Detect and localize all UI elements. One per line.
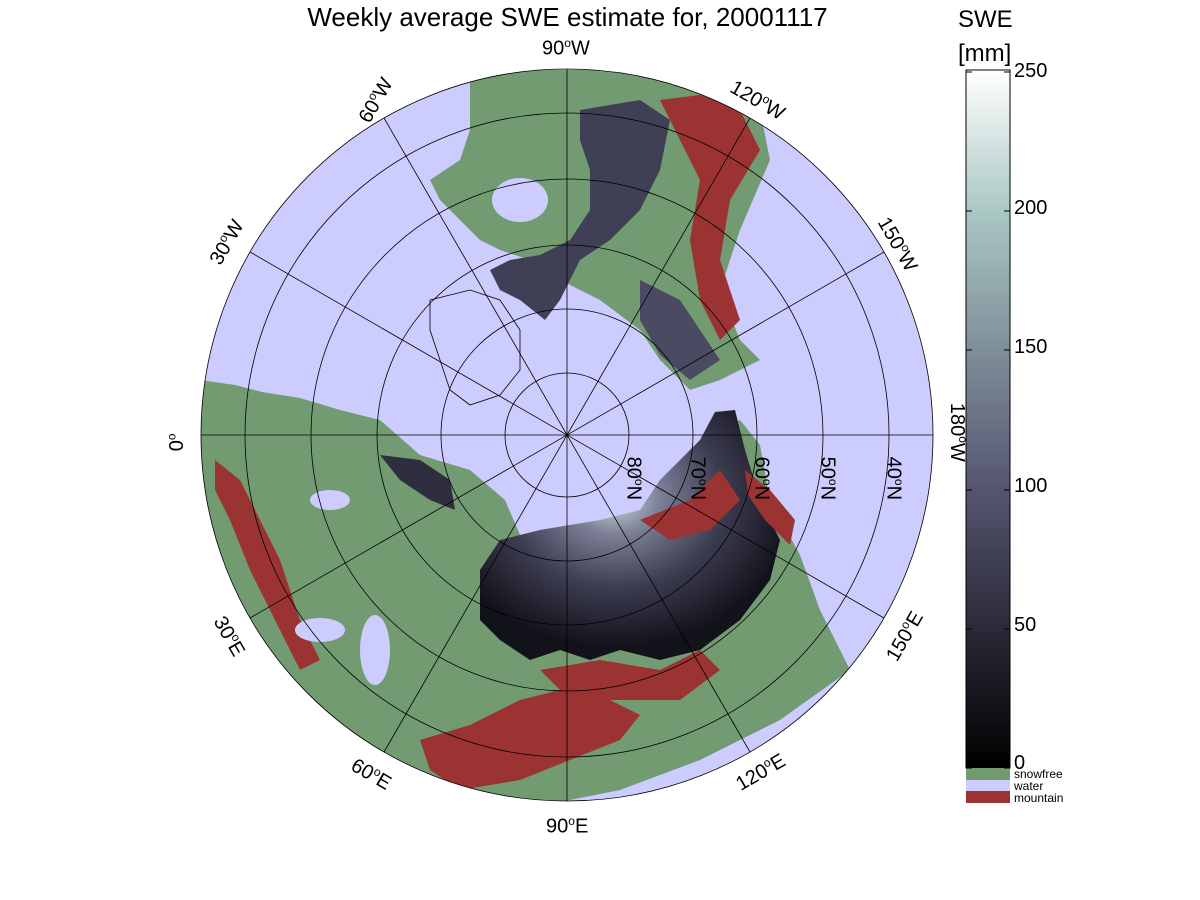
map-title: Weekly average SWE estimate for, 2000111… bbox=[307, 2, 828, 32]
kamchatka-mountains bbox=[745, 470, 795, 545]
lat-label-80N: 80oN bbox=[622, 456, 647, 501]
lat-label-40N: 40oN bbox=[882, 456, 907, 501]
caspian-sea bbox=[360, 615, 390, 685]
land-masses bbox=[201, 70, 850, 801]
european-mountains bbox=[215, 460, 320, 670]
colorbar-unit: [mm] bbox=[958, 40, 1012, 67]
colorbar-tick-150: 150 bbox=[1014, 336, 1048, 358]
lon-label-90W: 90oW bbox=[542, 36, 590, 60]
colorbar-tick-250: 250 bbox=[1014, 60, 1048, 82]
colorbar-ticks bbox=[966, 71, 1010, 769]
siberia-snow bbox=[480, 410, 780, 660]
legend-mountain: mountain bbox=[1014, 791, 1064, 805]
graticule bbox=[200, 68, 934, 802]
colorbar-snowfree-swatch bbox=[966, 768, 1010, 780]
black-sea bbox=[295, 618, 345, 642]
legend-snowfree: snowfree bbox=[1014, 767, 1063, 781]
colorbar-mountain-swatch bbox=[966, 791, 1010, 803]
colorbar-tick-0: 0 bbox=[1014, 752, 1026, 774]
hudson-bay bbox=[492, 178, 548, 222]
meridian-150 bbox=[249, 251, 885, 619]
rockies-mountain bbox=[660, 95, 760, 340]
colorbar-gradient bbox=[965, 69, 1011, 769]
baltic-sea bbox=[310, 490, 350, 510]
canada-snow bbox=[490, 100, 670, 320]
lon-label-0: 0o bbox=[164, 433, 189, 452]
scandinavia-snow bbox=[380, 455, 455, 510]
colorbar-tick-50: 50 bbox=[1014, 614, 1037, 636]
himalaya-mountain bbox=[420, 690, 640, 790]
central-asia-mountains bbox=[540, 650, 720, 700]
lat-label-60N: 60oN bbox=[750, 456, 775, 501]
greenland bbox=[429, 289, 521, 406]
colorbar-tick-100: 100 bbox=[1014, 475, 1048, 497]
lon-label-180W: 180oW bbox=[946, 402, 970, 462]
colorbar-water-swatch bbox=[966, 780, 1010, 791]
siberia-mountains bbox=[640, 470, 740, 540]
alaska-snow bbox=[640, 280, 720, 380]
lon-label-90E: 90oE bbox=[546, 814, 589, 838]
legend-water: water bbox=[1014, 779, 1044, 793]
lat-label-50N: 50oN bbox=[816, 456, 841, 501]
colorbar-tick-200: 200 bbox=[1014, 197, 1048, 219]
colorbar-title: SWE bbox=[958, 6, 1013, 33]
lat-label-70N: 70oN bbox=[686, 456, 711, 501]
